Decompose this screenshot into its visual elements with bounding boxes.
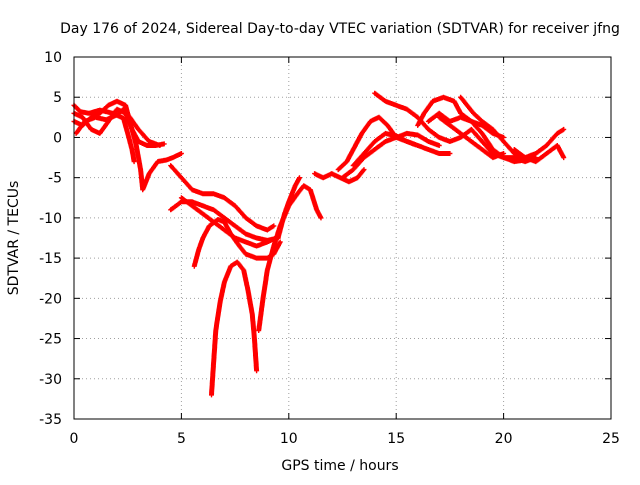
series-arc-11 [275,175,302,241]
data-points-arc-15 [350,130,421,169]
y-tick-label: -25 [39,332,62,348]
data-points-arc-9 [209,259,260,398]
data-points-arc-11 [275,175,302,241]
series-arc-5 [168,163,277,233]
chart-title: Day 176 of 2024, Sidereal Day-to-day VTE… [60,21,620,37]
series-arc-9 [209,259,260,398]
x-tick-label: 5 [177,431,186,447]
y-axis-label: SDTVAR / TECUs [6,181,22,296]
y-tick-label: -15 [39,251,62,267]
data-points-arc-5 [168,163,277,233]
x-tick-label: 25 [602,431,620,447]
y-tick-label: 5 [53,90,62,106]
series-arc-20 [511,143,567,165]
axes: 0 5 10 15 20 25 10 5 0 -5 -10 -15 -20 -25 -30 -35 [39,50,620,447]
y-tick-label: -20 [39,291,62,307]
plot-frame [73,56,612,420]
y-tick-label: -30 [39,372,62,388]
grid-lines [74,57,611,419]
x-tick-label: 10 [280,431,298,447]
x-axis-label: GPS time / hours [281,458,398,474]
data-points-arc-19 [436,114,507,161]
x-tick-label: 0 [70,431,79,447]
data-points-arc-20 [511,143,567,165]
data-points-arc-14 [340,130,442,181]
y-tick-label: -35 [39,412,62,428]
series-arc-21 [425,110,507,140]
data-points-arc-4 [73,106,163,148]
data-marks [71,90,567,398]
series-arc-4 [73,106,163,148]
y-tick-label: -10 [39,211,62,227]
series-arc-15 [350,130,421,169]
series-arc-14 [340,130,442,181]
data-points-arc-21 [425,110,507,140]
series-arc-19 [436,114,507,161]
x-tick-label: 20 [495,431,513,447]
y-tick-label: -5 [48,171,62,187]
x-tick-label: 15 [387,431,405,447]
y-tick-label: 10 [44,50,62,66]
y-tick-label: 0 [53,130,62,146]
